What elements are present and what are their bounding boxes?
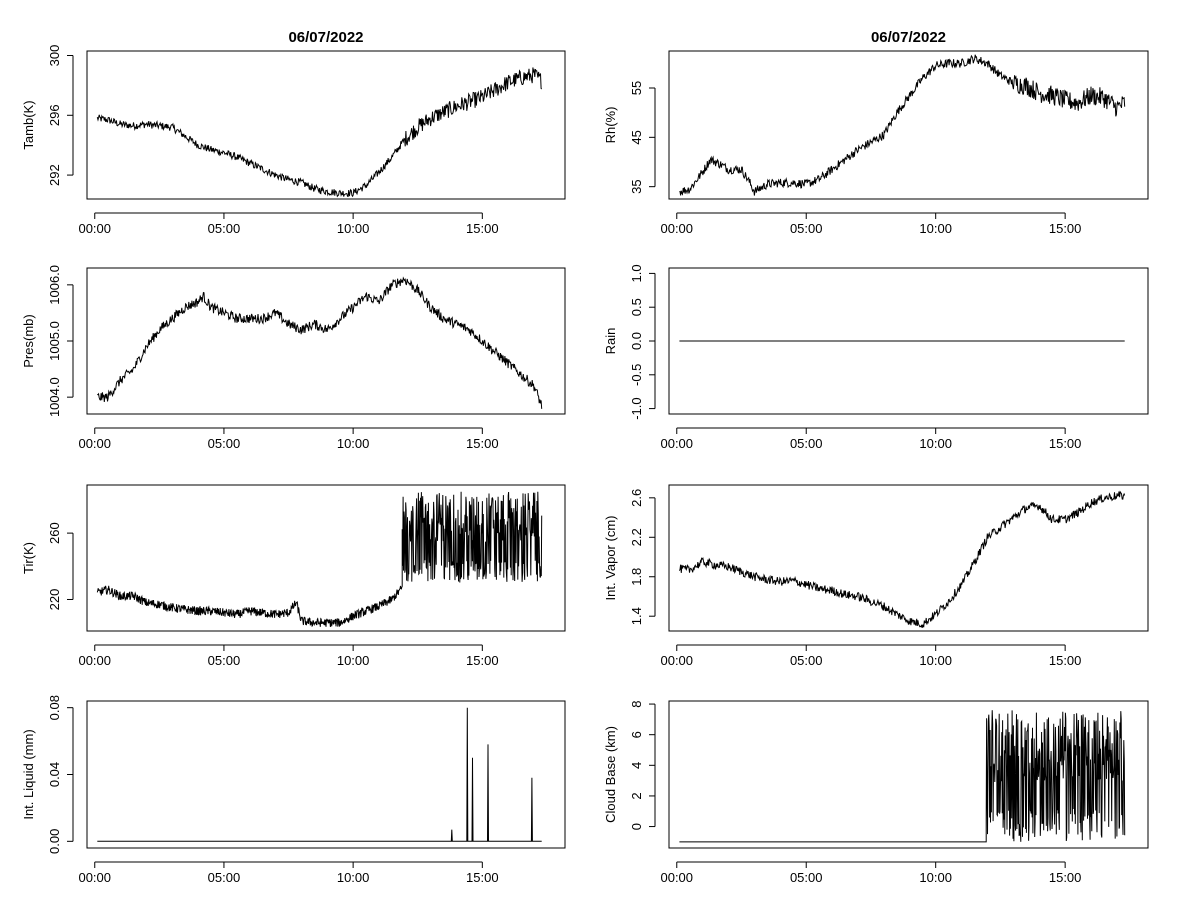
panel-tir: 00:00 05:00 10:00 15:00 220 260 Tir(K) xyxy=(21,484,566,668)
y-axis-label: Int. Vapor (cm) xyxy=(603,515,618,600)
x-tick-label: 00:00 xyxy=(78,870,111,885)
plot-frame xyxy=(86,700,566,849)
y-axis-label: Int. Liquid (mm) xyxy=(21,729,36,819)
x-tick-label: 00:00 xyxy=(660,436,693,451)
x-tick-label: 05:00 xyxy=(790,221,823,236)
y-tick-label: 1004.0 xyxy=(47,377,62,417)
y-tick-label: 0 xyxy=(629,823,644,830)
x-tick-label: 05:00 xyxy=(208,221,241,236)
y-tick-label: 220 xyxy=(47,589,62,611)
x-tick-label: 10:00 xyxy=(337,221,370,236)
y-tick-label: -0.5 xyxy=(629,364,644,386)
x-tick-label: 10:00 xyxy=(919,221,952,236)
series-line-tamb xyxy=(96,67,543,198)
y-tick-label: 260 xyxy=(47,522,62,544)
chart-title: 06/07/2022 xyxy=(871,29,946,46)
y-tick-label: 300 xyxy=(47,45,62,67)
plot-frame xyxy=(86,484,566,632)
x-tick-label: 00:00 xyxy=(78,436,111,451)
y-tick-label: 0.5 xyxy=(629,298,644,316)
y-tick-label: 55 xyxy=(629,81,644,95)
x-tick-label: 00:00 xyxy=(660,653,693,668)
x-tick-label: 15:00 xyxy=(1049,653,1082,668)
plot-frame xyxy=(668,50,1149,200)
x-tick-label: 15:00 xyxy=(1049,870,1082,885)
y-tick-label: 1006.0 xyxy=(47,265,62,305)
y-tick-label: 6 xyxy=(629,731,644,738)
y-tick-label: 0.08 xyxy=(47,695,62,720)
x-tick-label: 05:00 xyxy=(208,436,241,451)
y-tick-label: 2.2 xyxy=(629,528,644,546)
y-axis-label: Rh(%) xyxy=(603,107,618,144)
panel-pres: 00:00 05:00 10:00 15:00 1004.0 1005.0 1006.0 Pr… xyxy=(21,265,566,451)
x-tick-label: 15:00 xyxy=(466,653,499,668)
x-tick-label: 15:00 xyxy=(466,436,499,451)
y-tick-label: 1.0 xyxy=(629,264,644,282)
x-tick-label: 05:00 xyxy=(208,653,241,668)
y-tick-label: 0.00 xyxy=(47,829,62,854)
y-tick-label: 8 xyxy=(629,700,644,707)
x-tick-label: 10:00 xyxy=(337,436,370,451)
y-tick-label: 296 xyxy=(47,104,62,126)
y-tick-label: 4 xyxy=(629,762,644,769)
y-tick-label: -1.0 xyxy=(629,397,644,419)
x-tick-label: 15:00 xyxy=(466,870,499,885)
x-tick-label: 05:00 xyxy=(790,436,823,451)
x-tick-label: 10:00 xyxy=(919,436,952,451)
series-line-cloudbase xyxy=(679,710,1126,843)
panel-rh: 06/07/2022 00:00 05:00 10:00 15:00 35 45 55 Rh(%… xyxy=(603,29,1149,236)
x-tick-label: 15:00 xyxy=(1049,221,1082,236)
y-tick-label: 1005.0 xyxy=(47,321,62,361)
y-tick-label: 0.04 xyxy=(47,762,62,787)
y-tick-label: 35 xyxy=(629,179,644,193)
plot-frame xyxy=(668,484,1149,632)
x-tick-label: 10:00 xyxy=(337,870,370,885)
y-tick-label: 292 xyxy=(47,164,62,186)
x-tick-label: 10:00 xyxy=(337,653,370,668)
x-tick-label: 00:00 xyxy=(78,221,111,236)
x-tick-label: 00:00 xyxy=(660,221,693,236)
y-axis-label: Tamb(K) xyxy=(21,100,36,149)
y-axis-label: Tir(K) xyxy=(21,542,36,574)
plot-frame xyxy=(86,50,566,200)
panel-cloudbase: 00:00 05:00 10:00 15:00 0 2 4 6 8 Cloud Base (km) xyxy=(603,700,1149,885)
panel-rain: 00:00 05:00 10:00 15:00 -1.0 -0.5 0.0 0.5 1.0 Rai… xyxy=(603,264,1149,451)
plot-frame xyxy=(86,267,566,415)
x-tick-label: 10:00 xyxy=(919,653,952,668)
x-tick-label: 05:00 xyxy=(790,870,823,885)
series-line-pres xyxy=(97,276,543,409)
y-tick-label: 0.0 xyxy=(629,332,644,350)
x-tick-label: 15:00 xyxy=(466,221,499,236)
x-tick-label: 05:00 xyxy=(790,653,823,668)
panel-liquid: 00:00 05:00 10:00 15:00 0.00 0.04 0.08 Int. Liq… xyxy=(21,695,566,885)
chart-title: 06/07/2022 xyxy=(288,29,363,46)
series-line-rh xyxy=(679,54,1126,196)
y-tick-label: 1.8 xyxy=(629,568,644,586)
x-tick-label: 05:00 xyxy=(208,870,241,885)
x-tick-label: 15:00 xyxy=(1049,436,1082,451)
y-tick-label: 1.4 xyxy=(629,607,644,625)
y-tick-label: 2.6 xyxy=(629,489,644,507)
y-axis-label: Rain xyxy=(603,328,618,355)
y-axis-label: Pres(mb) xyxy=(21,314,36,367)
y-tick-label: 2 xyxy=(629,792,644,799)
series-line-liquid xyxy=(97,707,542,842)
panel-tamb: 06/07/2022 00:00 05:00 10:00 15:00 292 296 300 T… xyxy=(21,29,566,236)
x-tick-label: 00:00 xyxy=(660,870,693,885)
plot-frame xyxy=(668,700,1149,849)
x-tick-label: 10:00 xyxy=(919,870,952,885)
plot-frame xyxy=(668,267,1149,415)
x-tick-label: 00:00 xyxy=(78,653,111,668)
series-line-vapor xyxy=(678,490,1126,628)
panel-vapor: 00:00 05:00 10:00 15:00 1.4 1.8 2.2 2.6 Int. Vap… xyxy=(603,484,1149,668)
y-tick-label: 45 xyxy=(629,130,644,144)
y-axis-label: Cloud Base (km) xyxy=(603,726,618,823)
series-line-tir xyxy=(96,491,543,628)
